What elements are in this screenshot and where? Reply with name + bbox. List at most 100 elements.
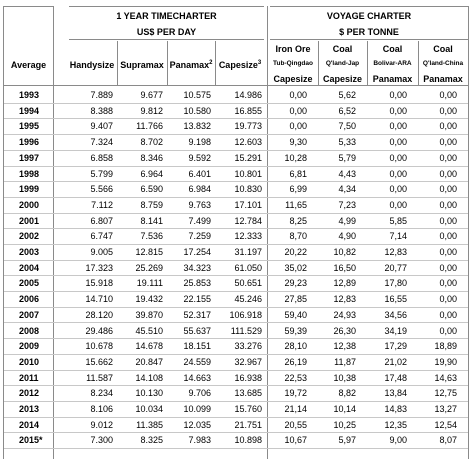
row-value: 9,00 <box>389 435 407 446</box>
row-value: 12.035 <box>183 419 211 430</box>
row-year: 1996 <box>19 137 40 148</box>
row-year: 2002 <box>19 231 40 242</box>
row-value: 26,30 <box>333 325 356 336</box>
row-value: 6,52 <box>338 105 356 116</box>
row-year: 2013 <box>19 404 40 414</box>
row-value: 18.151 <box>183 341 211 352</box>
row-value: 0,00 <box>389 90 407 100</box>
row-separator <box>4 166 468 167</box>
row-value: 45.510 <box>135 325 163 336</box>
row-separator <box>4 228 468 229</box>
row-value: 16,55 <box>384 294 407 305</box>
timecharter-title: 1 YEAR TIMECHARTER <box>116 11 217 21</box>
top-border-left <box>3 6 54 7</box>
row-value: 8.141 <box>140 215 163 226</box>
row-value: 20,55 <box>284 419 307 430</box>
row-value: 20,77 <box>384 262 407 273</box>
row-value: 8.325 <box>140 435 163 446</box>
row-value: 61.050 <box>234 262 262 273</box>
row-year: 2010 <box>19 356 40 367</box>
row-value: 17.254 <box>183 247 211 257</box>
voyage-column-separator-3 <box>418 41 419 85</box>
row-value: 7,50 <box>338 121 356 132</box>
row-value: 9.407 <box>90 121 113 132</box>
row-value: 7.324 <box>90 137 113 148</box>
row-value: 34.323 <box>183 262 211 273</box>
row-value: 9.706 <box>188 388 211 399</box>
voyage-column-separator-1 <box>318 41 319 85</box>
row-value: 12,38 <box>333 341 356 352</box>
row-value: 0,00 <box>389 184 407 195</box>
row-value: 26,19 <box>284 356 307 367</box>
row-value: 0,00 <box>439 294 457 305</box>
row-value: 6.858 <box>90 152 113 163</box>
row-year: 2004 <box>19 262 40 273</box>
voyage-unit: $ PER TONNE <box>339 27 399 37</box>
row-value: 17,48 <box>384 372 407 383</box>
top-border-voyage <box>270 6 468 7</box>
row-value: 10,14 <box>333 404 356 414</box>
row-year: 2011 <box>19 372 39 383</box>
row-value: 18,89 <box>434 341 457 352</box>
row-value: 10,82 <box>333 247 356 257</box>
row-value: 8.234 <box>90 388 113 399</box>
row-value: 21,02 <box>384 356 407 367</box>
row-value: 0,00 <box>439 90 457 100</box>
row-value: 4,90 <box>338 231 356 242</box>
average-header: Average <box>10 60 47 70</box>
row-value: 16.938 <box>234 372 262 383</box>
tc-column-separator-3 <box>215 41 216 85</box>
row-value: 24,93 <box>333 309 356 320</box>
row-value: 0,00 <box>439 231 457 242</box>
row-year: 2003 <box>19 247 40 257</box>
row-value: 111.529 <box>230 325 262 336</box>
row-value: 9.198 <box>188 137 211 148</box>
row-value: 11.766 <box>136 121 163 132</box>
row-value: 7.983 <box>188 435 211 446</box>
row-separator <box>4 432 468 433</box>
row-value: 0,00 <box>389 105 407 116</box>
row-value: 0,00 <box>289 121 307 132</box>
row-value: 12,89 <box>333 278 356 289</box>
row-value: 10,67 <box>284 435 307 446</box>
row-value: 106.918 <box>229 309 262 320</box>
row-value: 14.986 <box>234 90 262 100</box>
row-separator <box>4 244 468 245</box>
row-value: 17.101 <box>234 199 262 210</box>
row-year: 2008 <box>19 325 40 336</box>
row-value: 12.333 <box>234 231 262 242</box>
row-value: 9.592 <box>188 152 211 163</box>
row-value: 22,53 <box>284 372 307 383</box>
row-separator <box>4 103 468 104</box>
row-separator <box>4 181 468 182</box>
row-value: 8.106 <box>90 404 113 414</box>
row-value: 5,85 <box>389 215 407 226</box>
row-value: 17,80 <box>384 278 407 289</box>
voyage-vessel-label: Capesize <box>322 74 363 84</box>
voyage-vessel-label: Panamax <box>372 74 413 84</box>
right-border <box>468 6 469 459</box>
row-value: 21.751 <box>234 419 262 430</box>
row-separator <box>4 118 468 119</box>
row-value: 4,43 <box>338 168 356 179</box>
voyage-route-label: Q'land-China <box>422 60 464 67</box>
row-value: 10.099 <box>183 404 211 414</box>
row-value: 0,00 <box>439 309 457 320</box>
row-value: 10.678 <box>85 341 113 352</box>
row-year: 2007 <box>19 309 40 320</box>
row-value: 9.812 <box>140 105 163 116</box>
row-year: 2009 <box>19 341 40 352</box>
row-value: 50.651 <box>234 278 262 289</box>
row-value: 20.847 <box>135 356 163 367</box>
row-value: 13,84 <box>384 388 407 399</box>
row-year: 2012 <box>19 388 40 399</box>
row-separator <box>4 213 468 214</box>
row-value: 12,83 <box>384 247 407 257</box>
row-value: 15.291 <box>234 152 262 163</box>
row-value: 6,99 <box>289 184 307 195</box>
header-bottom-line <box>3 85 469 86</box>
row-value: 29,23 <box>284 278 307 289</box>
row-value: 25.269 <box>135 262 163 273</box>
row-value: 11,65 <box>285 199 307 210</box>
row-value: 8.346 <box>140 152 163 163</box>
